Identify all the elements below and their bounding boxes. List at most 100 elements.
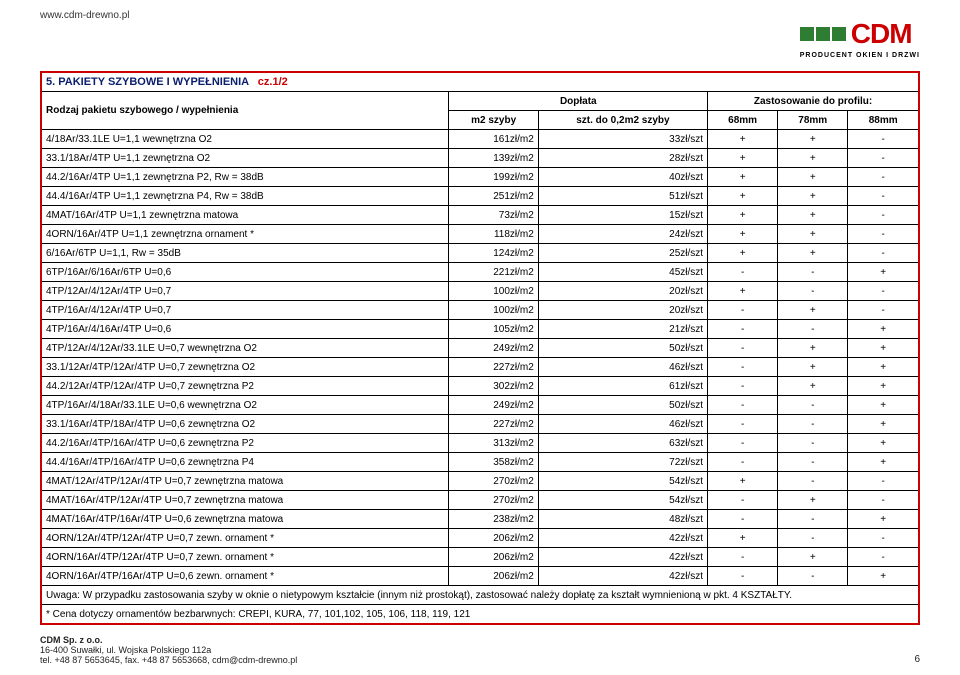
- table-cell: -: [848, 130, 919, 149]
- table-cell: -: [778, 396, 848, 415]
- table-cell: -: [708, 263, 778, 282]
- table-cell: -: [778, 320, 848, 339]
- table-cell: 227zł/m2: [449, 415, 538, 434]
- table-cell: +: [778, 301, 848, 320]
- table-cell: -: [848, 225, 919, 244]
- table-cell: -: [848, 282, 919, 301]
- table-cell: 15zł/szt: [538, 206, 707, 225]
- table-row: 4ORN/16Ar/4TP/16Ar/4TP U=0,6 zewn. ornam…: [41, 567, 919, 586]
- table-cell: +: [778, 168, 848, 187]
- table-cell: -: [848, 301, 919, 320]
- footer-address: 16-400 Suwałki, ul. Wojska Polskiego 112…: [40, 645, 920, 655]
- table-cell: 358zł/m2: [449, 453, 538, 472]
- table-row: 4MAT/16Ar/4TP U=1,1 zewnętrzna matowa73z…: [41, 206, 919, 225]
- table-cell: -: [708, 434, 778, 453]
- table-cell: 50zł/szt: [538, 396, 707, 415]
- table-cell: +: [708, 282, 778, 301]
- table-row: 44.4/16Ar/4TP/16Ar/4TP U=0,6 zewnętrzna …: [41, 453, 919, 472]
- table-cell: +: [778, 130, 848, 149]
- table-cell: +: [778, 339, 848, 358]
- table-cell: 51zł/szt: [538, 187, 707, 206]
- table-cell: 4ORN/12Ar/4TP/12Ar/4TP U=0,7 zewn. ornam…: [41, 529, 449, 548]
- table-cell: +: [708, 225, 778, 244]
- table-row: 44.2/16Ar/4TP/16Ar/4TP U=0,6 zewnętrzna …: [41, 434, 919, 453]
- table-cell: -: [708, 548, 778, 567]
- table-cell: -: [848, 168, 919, 187]
- table-cell: -: [708, 415, 778, 434]
- table-row: 33.1/16Ar/4TP/18Ar/4TP U=0,6 zewnętrzna …: [41, 415, 919, 434]
- table-cell: +: [848, 434, 919, 453]
- table-cell: 206zł/m2: [449, 567, 538, 586]
- table-cell: 249zł/m2: [449, 339, 538, 358]
- table-cell: +: [708, 187, 778, 206]
- table-cell: 46zł/szt: [538, 415, 707, 434]
- table-cell: -: [778, 415, 848, 434]
- table-cell: 4ORN/16Ar/4TP/12Ar/4TP U=0,7 zewn. ornam…: [41, 548, 449, 567]
- table-cell: +: [848, 320, 919, 339]
- table-cell: -: [708, 377, 778, 396]
- table-cell: +: [708, 244, 778, 263]
- table-cell: 4MAT/16Ar/4TP/12Ar/4TP U=0,7 zewnętrzna …: [41, 491, 449, 510]
- table-cell: 206zł/m2: [449, 548, 538, 567]
- table-cell: -: [848, 472, 919, 491]
- table-cell: 40zł/szt: [538, 168, 707, 187]
- table-cell: 44.2/16Ar/4TP/16Ar/4TP U=0,6 zewnętrzna …: [41, 434, 449, 453]
- table-cell: 46zł/szt: [538, 358, 707, 377]
- table-cell: 28zł/szt: [538, 149, 707, 168]
- table-row: 4TP/16Ar/4/18Ar/33.1LE U=0,6 wewnętrzna …: [41, 396, 919, 415]
- table-row: 44.2/16Ar/4TP U=1,1 zewnętrzna P2, Rw = …: [41, 168, 919, 187]
- table-cell: -: [778, 434, 848, 453]
- table-cell: 6TP/16Ar/6/16Ar/6TP U=0,6: [41, 263, 449, 282]
- table-cell: 44.4/16Ar/4TP U=1,1 zewnętrzna P4, Rw = …: [41, 187, 449, 206]
- table-cell: 50zł/szt: [538, 339, 707, 358]
- table-cell: +: [848, 453, 919, 472]
- table-cell: 72zł/szt: [538, 453, 707, 472]
- table-cell: 44.2/16Ar/4TP U=1,1 zewnętrzna P2, Rw = …: [41, 168, 449, 187]
- header-m2: m2 szyby: [449, 111, 538, 130]
- logo-text: CDM: [851, 18, 912, 50]
- table-cell: +: [708, 130, 778, 149]
- table-cell: +: [708, 472, 778, 491]
- table-row: 4/18Ar/33.1LE U=1,1 wewnętrzna O2161zł/m…: [41, 130, 919, 149]
- table-cell: 42zł/szt: [538, 548, 707, 567]
- table-cell: 4/18Ar/33.1LE U=1,1 wewnętrzna O2: [41, 130, 449, 149]
- table-cell: 270zł/m2: [449, 491, 538, 510]
- table-cell: +: [778, 358, 848, 377]
- table-row: 44.2/12Ar/4TP/12Ar/4TP U=0,7 zewnętrzna …: [41, 377, 919, 396]
- table-cell: -: [848, 149, 919, 168]
- table-cell: 313zł/m2: [449, 434, 538, 453]
- table-cell: +: [778, 206, 848, 225]
- table-cell: 33.1/12Ar/4TP/12Ar/4TP U=0,7 zewnętrzna …: [41, 358, 449, 377]
- table-cell: 100zł/m2: [449, 282, 538, 301]
- footer-contact: tel. +48 87 5653645, fax. +48 87 5653668…: [40, 655, 920, 665]
- table-cell: -: [708, 320, 778, 339]
- table-cell: 118zł/m2: [449, 225, 538, 244]
- table-cell: 44.2/12Ar/4TP/12Ar/4TP U=0,7 zewnętrzna …: [41, 377, 449, 396]
- table-cell: 206zł/m2: [449, 529, 538, 548]
- table-cell: -: [848, 244, 919, 263]
- header-szt: szt. do 0,2m2 szyby: [538, 111, 707, 130]
- table-cell: +: [708, 529, 778, 548]
- table-cell: +: [848, 415, 919, 434]
- note-uwaga: Uwaga: W przypadku zastosowania szyby w …: [46, 590, 792, 601]
- logo-square-1: [800, 27, 814, 41]
- table-cell: 251zł/m2: [449, 187, 538, 206]
- table-cell: 33.1/18Ar/4TP U=1,1 zewnętrzna O2: [41, 149, 449, 168]
- table-cell: 54zł/szt: [538, 472, 707, 491]
- table-cell: +: [708, 149, 778, 168]
- table-cell: +: [848, 396, 919, 415]
- table-row: 4ORN/16Ar/4TP/12Ar/4TP U=0,7 zewn. ornam…: [41, 548, 919, 567]
- table-cell: -: [778, 453, 848, 472]
- table-cell: 4ORN/16Ar/4TP U=1,1 zewnętrzna ornament …: [41, 225, 449, 244]
- table-cell: -: [708, 567, 778, 586]
- table-cell: 42zł/szt: [538, 529, 707, 548]
- table-cell: +: [778, 548, 848, 567]
- header-zastosowanie: Zastosowanie do profilu:: [708, 92, 919, 111]
- table-cell: +: [848, 510, 919, 529]
- table-cell: 4TP/12Ar/4/12Ar/4TP U=0,7: [41, 282, 449, 301]
- table-cell: 6/16Ar/6TP U=1,1, Rw = 35dB: [41, 244, 449, 263]
- table-cell: 105zł/m2: [449, 320, 538, 339]
- table-cell: 221zł/m2: [449, 263, 538, 282]
- header-doplata: Dopłata: [449, 92, 708, 111]
- table-row: 4TP/16Ar/4/16Ar/4TP U=0,6105zł/m221zł/sz…: [41, 320, 919, 339]
